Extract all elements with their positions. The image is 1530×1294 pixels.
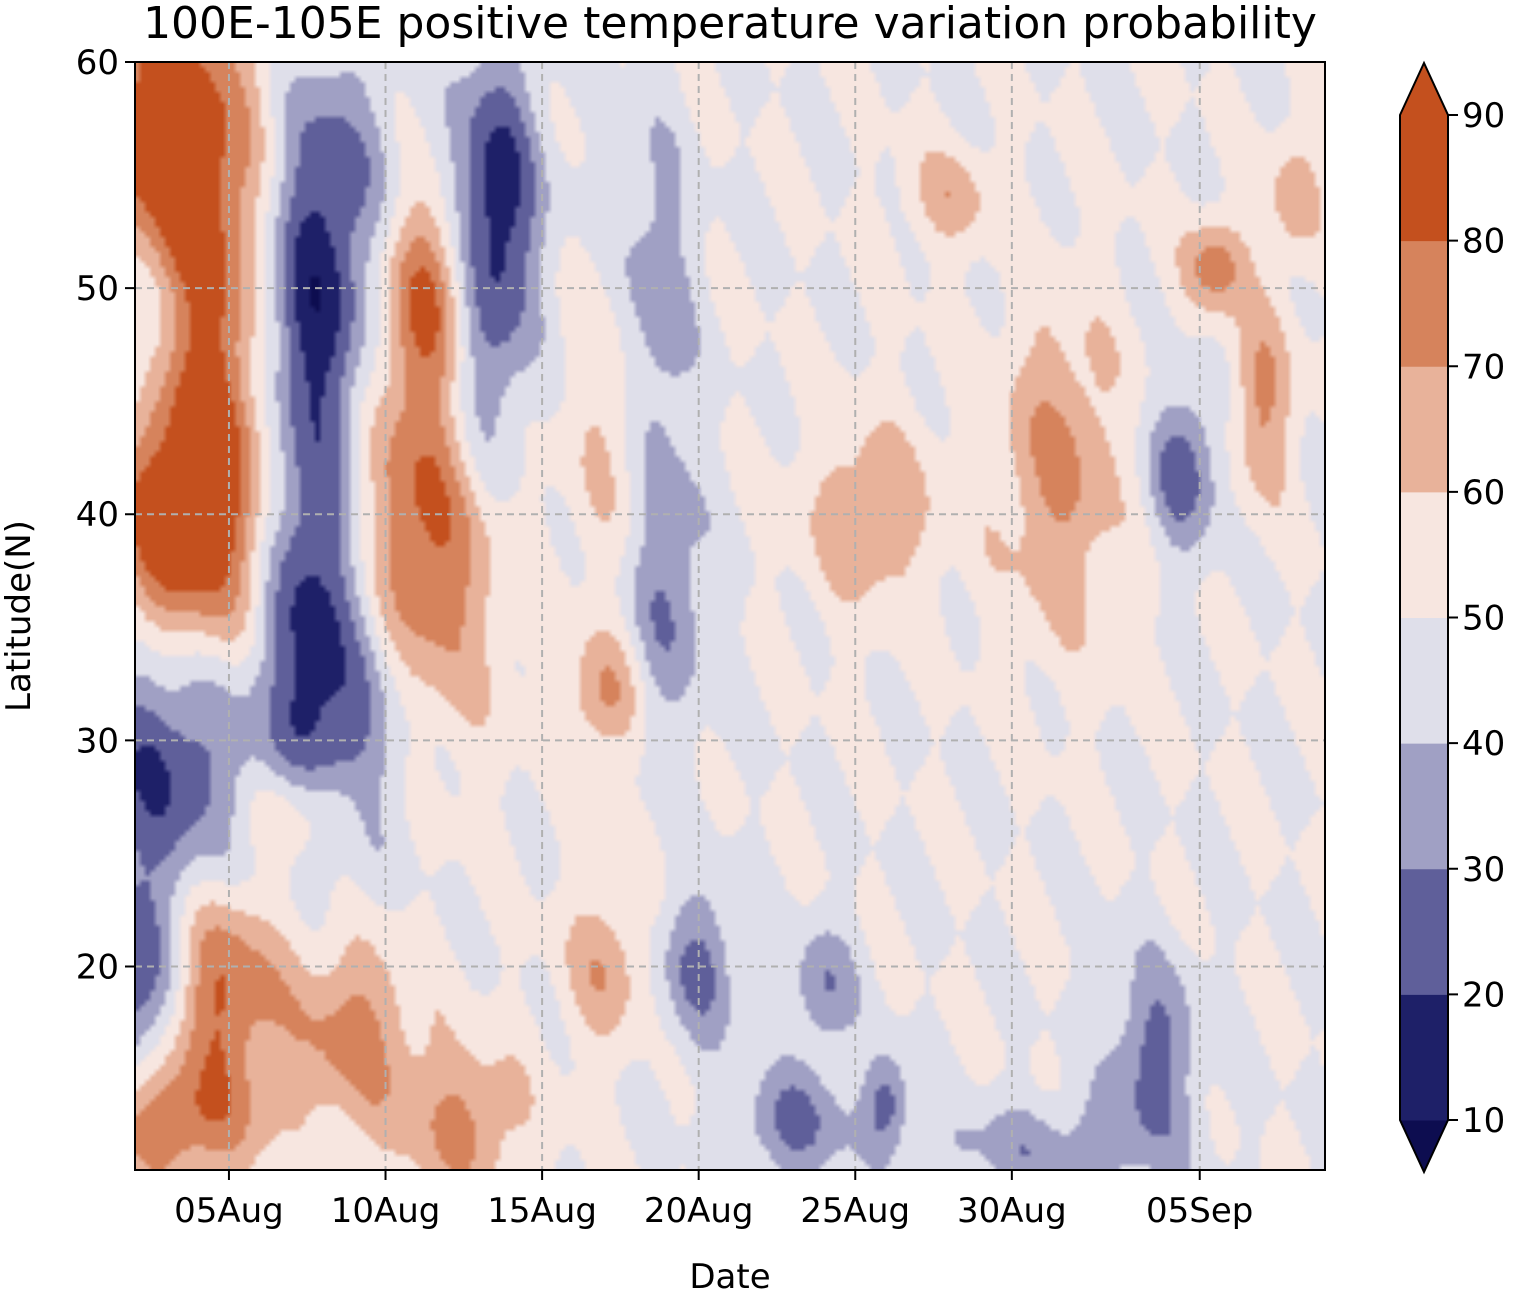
colorbar-tick-label: 60 bbox=[1462, 473, 1505, 513]
colorbar-tick-label: 20 bbox=[1462, 975, 1505, 1015]
y-axis: 20 30 40 50 60 bbox=[76, 43, 135, 987]
colorbar: 10 20 30 40 50 60 70 80 90 bbox=[1399, 60, 1505, 1175]
colorbar-segment bbox=[1400, 868, 1448, 995]
grid-lines bbox=[135, 62, 1325, 1170]
x-axis: 05Aug 10Aug 15Aug 20Aug 25Aug 30Aug 05Sep bbox=[174, 1170, 1253, 1231]
contour-field bbox=[135, 62, 1325, 1170]
colorbar-segment bbox=[1400, 240, 1448, 367]
colorbar-segment bbox=[1400, 743, 1448, 870]
colorbar-under-triangle bbox=[1400, 1120, 1448, 1172]
colorbar-tick-label: 80 bbox=[1462, 222, 1505, 262]
x-tick-label: 20Aug bbox=[644, 1191, 754, 1231]
colorbar-tick-label: 30 bbox=[1462, 850, 1505, 890]
x-tick-label: 05Sep bbox=[1146, 1191, 1253, 1231]
y-tick-label: 40 bbox=[76, 495, 119, 535]
colorbar-tick-label: 50 bbox=[1462, 599, 1505, 639]
colorbar-over-triangle bbox=[1400, 63, 1448, 115]
x-tick-label: 05Aug bbox=[174, 1191, 284, 1231]
y-axis-label: Latitude(N) bbox=[0, 520, 39, 712]
colorbar-segment bbox=[1400, 994, 1448, 1121]
colorbar-segment bbox=[1400, 617, 1448, 744]
x-tick-label: 25Aug bbox=[800, 1191, 910, 1231]
colorbar-tick-label: 70 bbox=[1462, 347, 1505, 387]
y-tick-label: 60 bbox=[76, 43, 119, 83]
x-axis-label: Date bbox=[689, 1257, 770, 1290]
colorbar-tick-label: 10 bbox=[1462, 1101, 1505, 1141]
y-tick-label: 30 bbox=[76, 721, 119, 761]
plot-frame bbox=[134, 61, 1326, 1171]
colorbar-tick-label: 90 bbox=[1462, 96, 1505, 136]
x-tick-label: 15Aug bbox=[487, 1191, 597, 1231]
colorbar-segment bbox=[1400, 491, 1448, 618]
chart-title: 100E-105E positive temperature variation… bbox=[143, 0, 1317, 49]
colorbar-tick-label: 40 bbox=[1462, 724, 1505, 764]
colorbar-segment bbox=[1400, 366, 1448, 493]
x-tick-label: 30Aug bbox=[957, 1191, 1067, 1231]
colorbar-segment bbox=[1400, 115, 1448, 242]
y-tick-label: 50 bbox=[76, 269, 119, 309]
x-tick-label: 10Aug bbox=[331, 1191, 441, 1231]
plot-area bbox=[135, 62, 1325, 1170]
y-tick-label: 20 bbox=[76, 947, 119, 987]
